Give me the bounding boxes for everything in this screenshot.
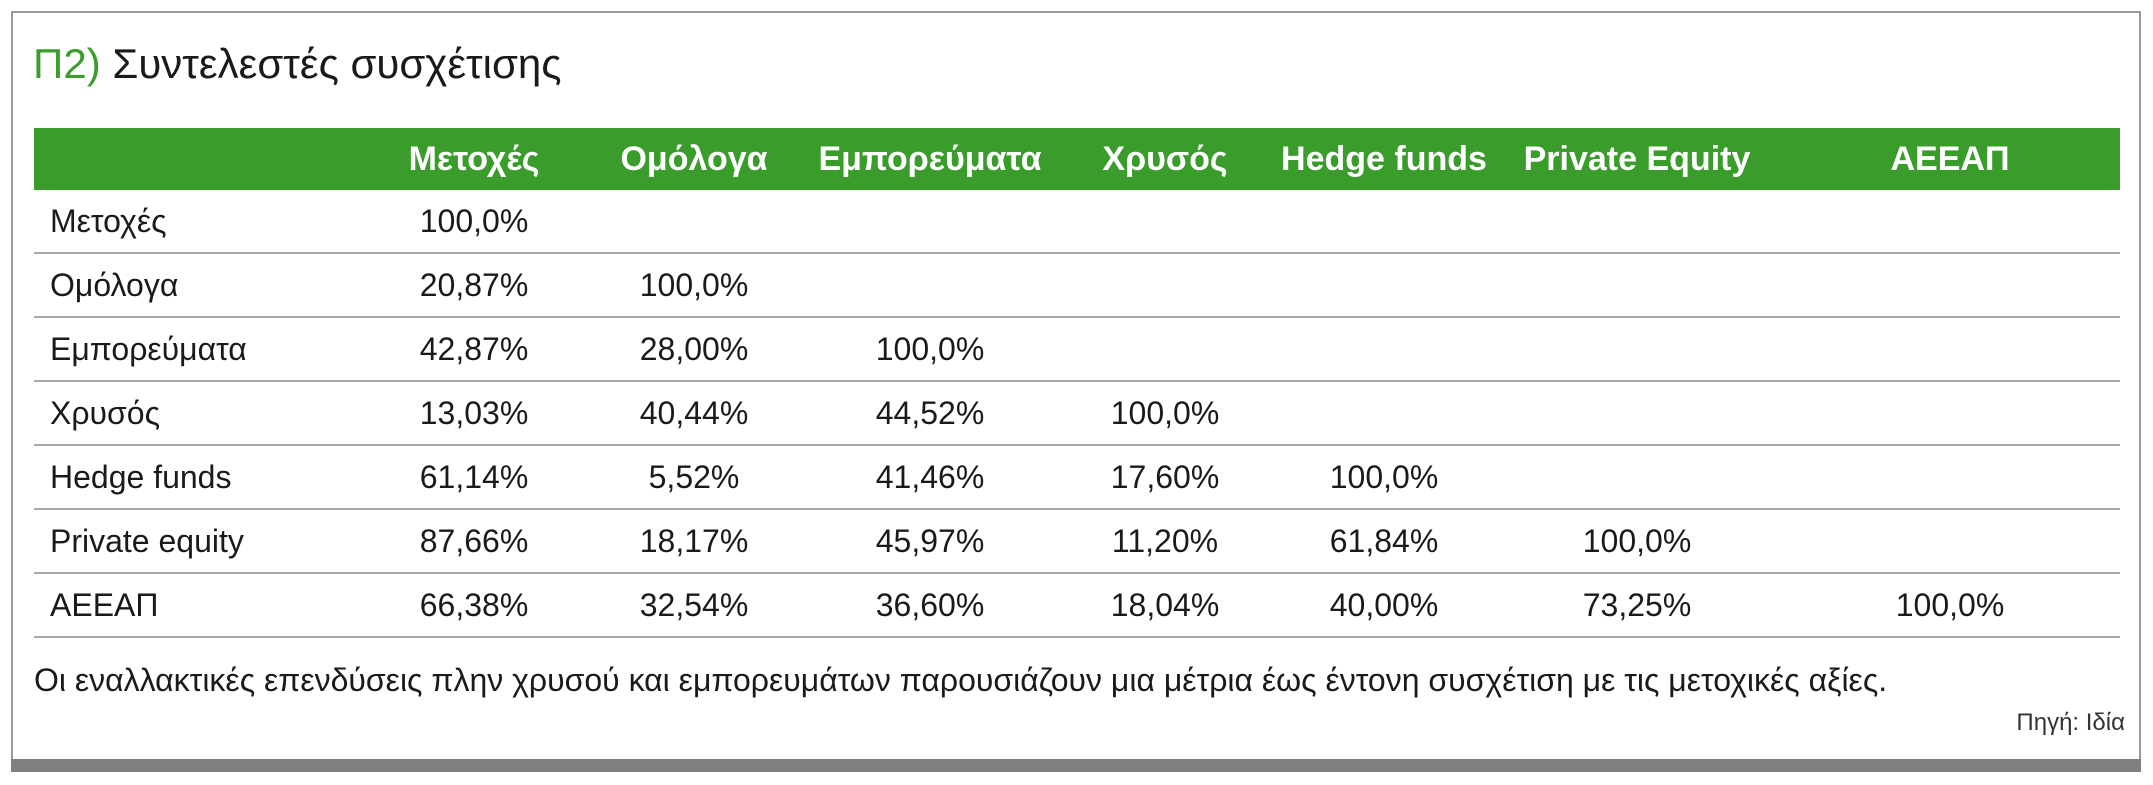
column-header: ΑΕΕΑΠ	[1780, 128, 2120, 190]
table-cell: 40,44%	[584, 381, 804, 446]
table-cell	[1274, 190, 1494, 254]
table-cell: 40,00%	[1274, 573, 1494, 638]
table-cell: 32,54%	[584, 573, 804, 638]
row-label: Μετοχές	[34, 190, 364, 254]
table-row: ΑΕΕΑΠ 66,38% 32,54% 36,60% 18,04% 40,00%…	[34, 573, 2120, 638]
column-header: Hedge funds	[1274, 128, 1494, 190]
table-cell	[1494, 445, 1780, 510]
table-cell	[1780, 509, 2120, 574]
table-cell: 100,0%	[1274, 445, 1494, 510]
table-cell: 20,87%	[364, 253, 584, 318]
row-label: Private equity	[34, 509, 364, 574]
column-header: Private Equity	[1494, 128, 1780, 190]
table-cell: 61,84%	[1274, 509, 1494, 574]
table-cell	[1056, 190, 1274, 254]
table-cell: 66,38%	[364, 573, 584, 638]
table-cell: 42,87%	[364, 317, 584, 382]
table-cell: 87,66%	[364, 509, 584, 574]
row-label: Ομόλογα	[34, 253, 364, 318]
column-header: Μετοχές	[364, 128, 584, 190]
figure-title-text: Συντελεστές συσχέτισης	[112, 40, 562, 87]
header-corner	[34, 128, 364, 190]
table-cell: 100,0%	[1056, 381, 1274, 446]
table-cell: 18,17%	[584, 509, 804, 574]
column-header: Ομόλογα	[584, 128, 804, 190]
figure-note: Οι εναλλακτικές επενδύσεις πλην χρυσού κ…	[34, 662, 1888, 698]
table-cell: 61,14%	[364, 445, 584, 510]
table-cell: 5,52%	[584, 445, 804, 510]
figure-code: Π2)	[33, 40, 101, 87]
table-row: Χρυσός 13,03% 40,44% 44,52% 100,0%	[34, 381, 2120, 446]
bottom-bar	[11, 759, 2141, 772]
table-cell	[584, 190, 804, 254]
table-cell: 13,03%	[364, 381, 584, 446]
table-cell: 100,0%	[1494, 509, 1780, 574]
table-cell	[1494, 190, 1780, 254]
table-cell	[1056, 317, 1274, 382]
table-cell: 28,00%	[584, 317, 804, 382]
table-row: Hedge funds 61,14% 5,52% 41,46% 17,60% 1…	[34, 445, 2120, 510]
column-header: Χρυσός	[1056, 128, 1274, 190]
row-label: Χρυσός	[34, 381, 364, 446]
column-header: Εμπορεύματα	[804, 128, 1056, 190]
table-cell: 45,97%	[804, 509, 1056, 574]
table-cell	[1494, 317, 1780, 382]
table-cell: 36,60%	[804, 573, 1056, 638]
table-header-row: Μετοχές Ομόλογα Εμπορεύματα Χρυσός Hedge…	[34, 128, 2120, 190]
table-cell: 17,60%	[1056, 445, 1274, 510]
table-cell	[1780, 190, 2120, 254]
table-cell: 100,0%	[584, 253, 804, 318]
row-label: ΑΕΕΑΠ	[34, 573, 364, 638]
table-cell	[804, 190, 1056, 254]
table-row: Εμπορεύματα 42,87% 28,00% 100,0%	[34, 317, 2120, 382]
table-cell	[1780, 253, 2120, 318]
table-cell	[1274, 381, 1494, 446]
source-label: Πηγή: Ιδία	[2016, 709, 2125, 736]
table-cell	[1780, 317, 2120, 382]
table-cell: 100,0%	[804, 317, 1056, 382]
table-cell	[804, 253, 1056, 318]
row-label: Εμπορεύματα	[34, 317, 364, 382]
figure-title: Π2) Συντελεστές συσχέτισης	[33, 40, 562, 88]
row-label: Hedge funds	[34, 445, 364, 510]
table-cell: 18,04%	[1056, 573, 1274, 638]
correlation-table: Μετοχές Ομόλογα Εμπορεύματα Χρυσός Hedge…	[34, 128, 2120, 638]
table-row: Μετοχές 100,0%	[34, 190, 2120, 254]
table-cell: 44,52%	[804, 381, 1056, 446]
table-cell: 100,0%	[364, 190, 584, 254]
table-cell	[1274, 317, 1494, 382]
table-cell	[1274, 253, 1494, 318]
table-cell	[1494, 381, 1780, 446]
table-row: Ομόλογα 20,87% 100,0%	[34, 253, 2120, 318]
table-cell: 11,20%	[1056, 509, 1274, 574]
table-cell	[1494, 253, 1780, 318]
table-cell: 41,46%	[804, 445, 1056, 510]
table-row: Private equity 87,66% 18,17% 45,97% 11,2…	[34, 509, 2120, 574]
table-cell	[1780, 445, 2120, 510]
table-cell	[1056, 253, 1274, 318]
table-cell	[1780, 381, 2120, 446]
table-cell: 73,25%	[1494, 573, 1780, 638]
table-cell: 100,0%	[1780, 573, 2120, 638]
